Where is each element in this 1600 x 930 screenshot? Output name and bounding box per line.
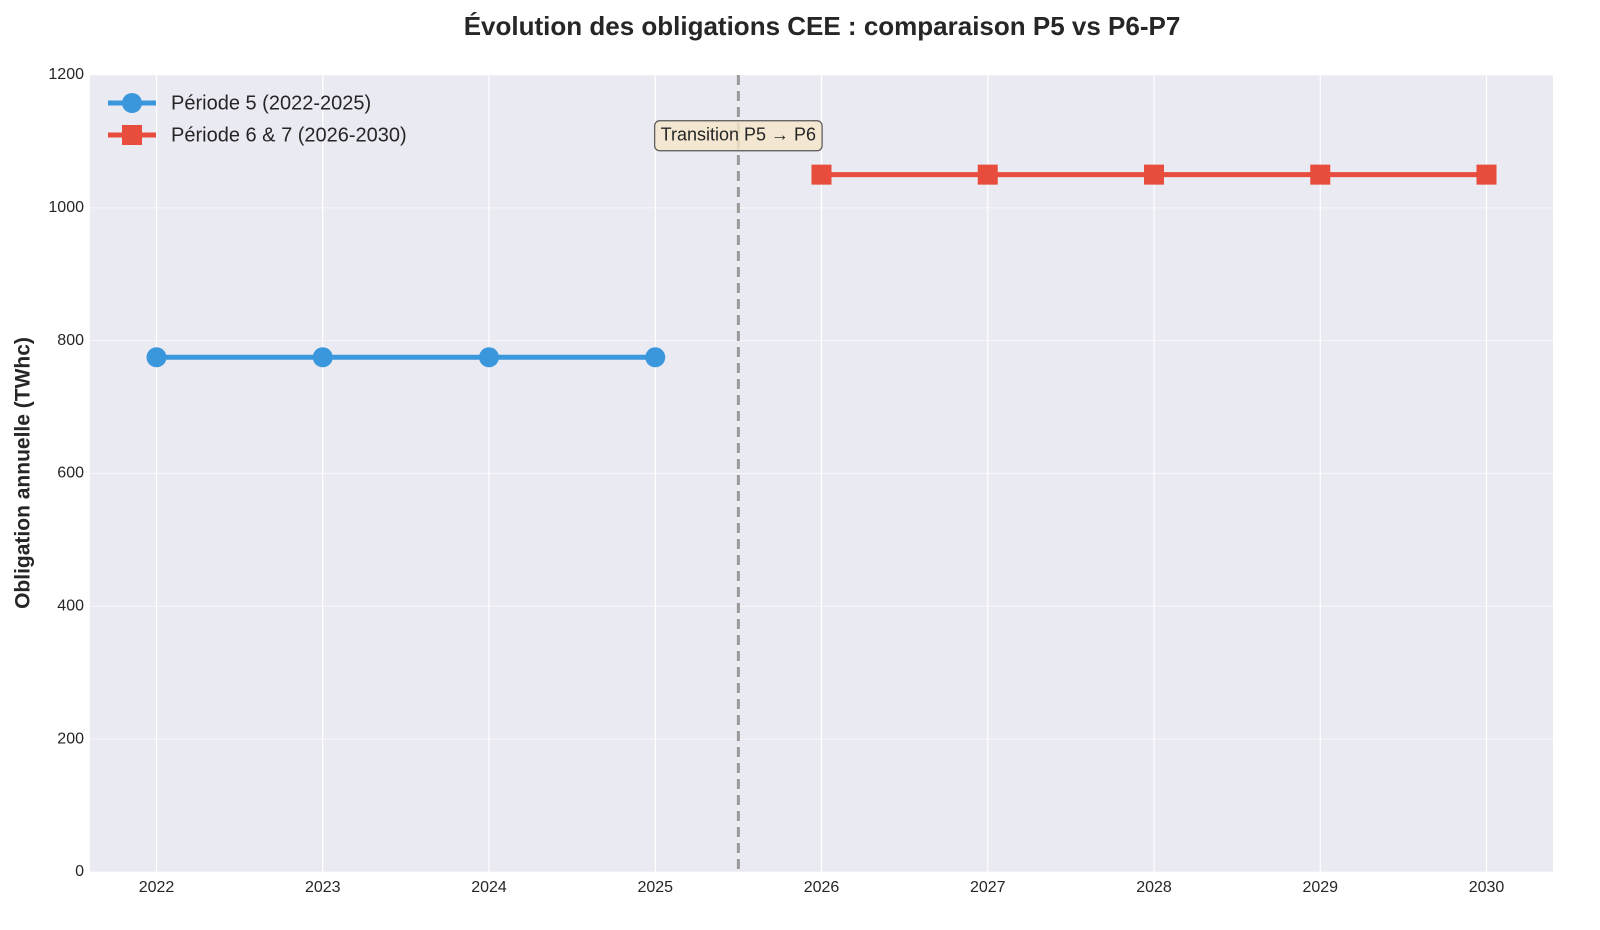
legend-marker	[122, 93, 142, 113]
y-tick-label: 200	[57, 730, 84, 747]
x-tick-label: 2027	[970, 879, 1006, 896]
legend-marker	[122, 125, 142, 145]
data-point	[1476, 164, 1497, 185]
x-tick-label: 2024	[471, 879, 507, 896]
data-point	[479, 347, 499, 368]
y-tick-label: 400	[57, 598, 84, 615]
x-tick-label: 2028	[1136, 879, 1172, 896]
y-tick-label: 600	[57, 465, 84, 482]
data-point	[312, 347, 333, 368]
legend-label: Période 5 (2022-2025)	[171, 92, 371, 114]
x-tick-label: 2026	[804, 879, 840, 896]
annotation-box	[654, 120, 823, 152]
chart-title: Évolution des obligations CEE : comparai…	[464, 11, 1181, 41]
legend-label: Période 6 & 7 (2026-2030)	[171, 124, 407, 146]
y-axis-label: Obligation annuelle (TWhc)	[12, 337, 35, 609]
data-point	[811, 164, 832, 185]
data-point	[645, 347, 666, 368]
x-tick-label: 2029	[1302, 879, 1338, 896]
y-tick-label: 1200	[48, 66, 84, 83]
data-point	[1144, 164, 1164, 185]
x-tick-label: 2025	[637, 879, 673, 896]
y-tick-label: 800	[57, 332, 84, 349]
y-tick-label: 1000	[48, 199, 84, 216]
data-point	[146, 347, 167, 368]
data-point	[1310, 164, 1331, 185]
y-tick-label: 0	[75, 863, 84, 880]
x-tick-label: 2023	[305, 879, 341, 896]
data-point	[977, 164, 998, 185]
annotation: Transition P5 → P6	[661, 125, 816, 145]
x-tick-label: 2022	[139, 879, 175, 896]
x-tick-label: 2030	[1469, 879, 1505, 896]
